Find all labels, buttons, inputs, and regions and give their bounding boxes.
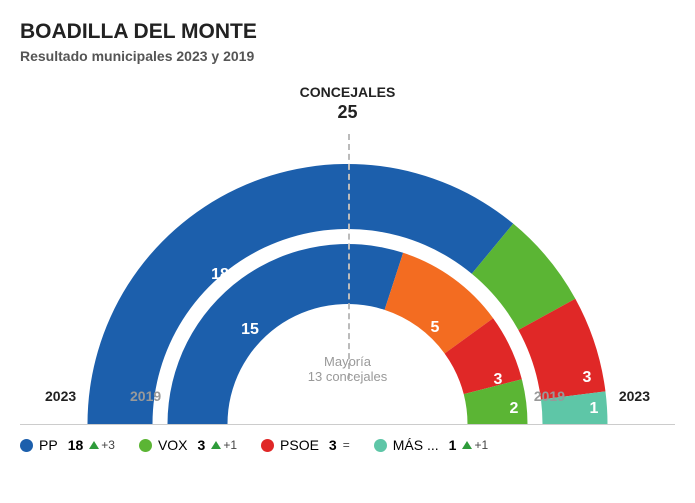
arc-label-pp: 15: [241, 321, 259, 338]
legend-label: VOX: [158, 437, 188, 453]
total-seats: 25: [300, 102, 396, 123]
chart-subtitle: Resultado municipales 2023 y 2019: [20, 48, 675, 64]
arrow-up-icon: [211, 441, 221, 449]
legend-seats: 3: [329, 437, 337, 453]
arrow-up-icon: [89, 441, 99, 449]
year-2019-right: 2019: [534, 388, 565, 404]
parliament-chart: CONCEJALES 25 1833115532 Mayoría 13 conc…: [20, 84, 675, 424]
legend-label: PP: [39, 437, 58, 453]
delta-up: +1: [211, 438, 237, 452]
top-label: CONCEJALES 25: [300, 84, 396, 123]
delta-up: +3: [89, 438, 115, 452]
majority-line: [348, 134, 350, 379]
legend-dot: [20, 439, 33, 452]
arc-label-pp: 18: [211, 266, 229, 283]
year-2019-left: 2019: [130, 388, 161, 404]
legend-item-ms: MÁS ... 1 +1: [374, 437, 488, 453]
year-2023-right: 2023: [619, 388, 650, 404]
majority-line2: 13 concejales: [308, 369, 388, 384]
year-2023-left: 2023: [45, 388, 76, 404]
arrow-up-icon: [462, 441, 472, 449]
councillors-label: CONCEJALES: [300, 84, 396, 100]
delta-same: =: [343, 438, 350, 452]
legend-label: PSOE: [280, 437, 319, 453]
legend-dot: [261, 439, 274, 452]
legend-dot: [139, 439, 152, 452]
legend-label: MÁS ...: [393, 437, 439, 453]
legend-item-vox: VOX 3 +1: [139, 437, 237, 453]
majority-label: Mayoría 13 concejales: [308, 354, 388, 384]
arc-label-vox: 2: [510, 400, 519, 417]
arc-label-cs: 5: [431, 319, 440, 336]
legend-seats: 1: [449, 437, 457, 453]
legend-dot: [374, 439, 387, 452]
majority-line1: Mayoría: [308, 354, 388, 369]
chart-title: BOADILLA DEL MONTE: [20, 20, 675, 44]
legend-item-pp: PP 18 +3: [20, 437, 115, 453]
arc-label-psoe: 3: [583, 369, 592, 386]
legend-seats: 3: [198, 437, 206, 453]
arc-label-mas: 1: [590, 400, 599, 417]
delta-up: +1: [462, 438, 488, 452]
legend-seats: 18: [68, 437, 84, 453]
legend-item-psoe: PSOE 3 =: [261, 437, 350, 453]
